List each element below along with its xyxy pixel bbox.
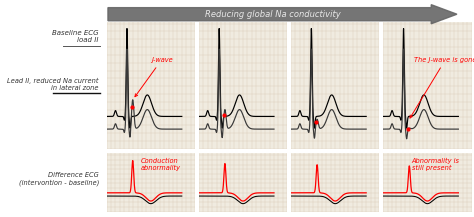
Text: Difference ECG
(intervontion - baseline): Difference ECG (intervontion - baseline) <box>18 172 99 186</box>
Text: Abnormality is
still present: Abnormality is still present <box>411 158 459 171</box>
Text: Reducing global Na conductivity: Reducing global Na conductivity <box>205 10 341 19</box>
Text: J-wave: J-wave <box>135 57 173 97</box>
Text: Baseline ECG
load II: Baseline ECG load II <box>53 30 99 43</box>
Text: The J-wave is gone: The J-wave is gone <box>410 57 474 118</box>
Text: Lead II, reduced Na current
in lateral zone: Lead II, reduced Na current in lateral z… <box>8 78 99 91</box>
FancyArrow shape <box>108 5 457 24</box>
Text: Conduction
abnormality: Conduction abnormality <box>140 158 180 171</box>
